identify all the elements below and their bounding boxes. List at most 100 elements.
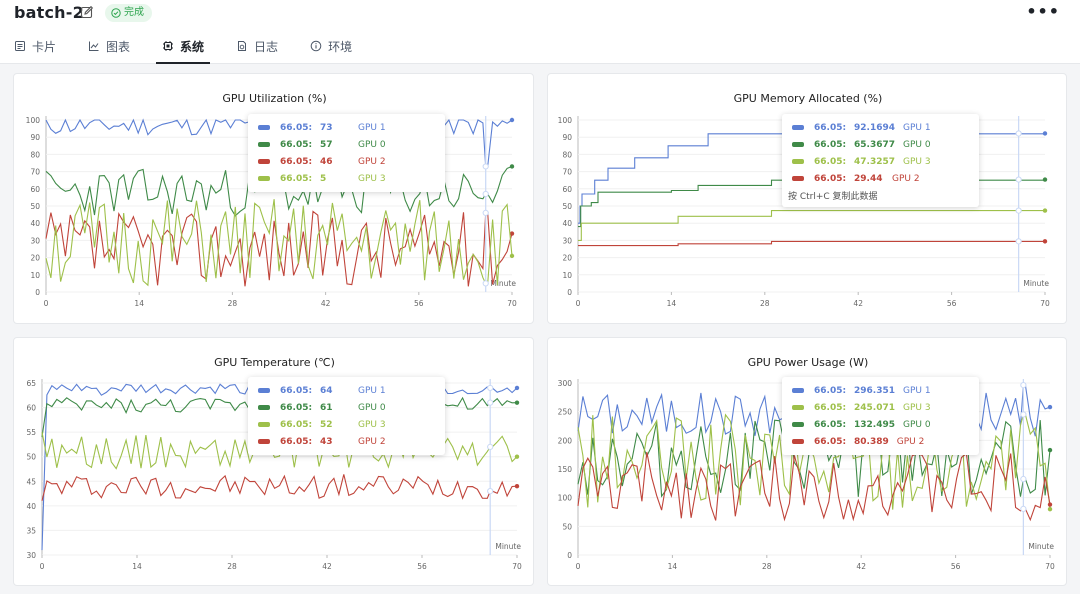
gpu-memory-tooltip: 66.05: 92.1694 GPU 1 66.05: 65.3677 GPU 0 66.0…: [782, 114, 979, 207]
y-tick-label: 100: [558, 116, 573, 125]
legend-swatch: [792, 142, 804, 147]
y-tick-label: 50: [30, 202, 40, 211]
x-tick-label: 0: [576, 299, 581, 308]
hover-marker: [482, 209, 489, 216]
y-tick-label: 0: [567, 288, 572, 297]
tab-charts[interactable]: 图表: [88, 38, 130, 64]
edit-icon[interactable]: [80, 5, 94, 19]
tooltip-row: 66.05: 245.071 GPU 3: [782, 399, 979, 416]
y-tick-label: 60: [26, 404, 36, 413]
tab-environment[interactable]: 环境: [310, 38, 352, 64]
tooltip-time: 66.05:: [280, 139, 313, 150]
hover-marker: [487, 443, 494, 450]
more-menu-button[interactable]: •••: [1026, 2, 1060, 21]
series-end-point: [1042, 177, 1048, 182]
tooltip-row: 66.05: 73 GPU 1: [248, 119, 445, 136]
series-line-gpu-3: [45, 199, 513, 287]
gpu-temperature-chart[interactable]: GPU Temperature (℃) 30 35 40 45 50 55 60 65 0 14 28…: [14, 338, 535, 587]
tooltip-series-name: GPU 3: [903, 156, 931, 167]
tab-logs-label: 日志: [254, 40, 279, 54]
tooltip-time: 66.05:: [280, 402, 313, 413]
legend-swatch: [258, 176, 270, 181]
y-tick-label: 60: [562, 185, 572, 194]
tooltip-time: 66.05:: [814, 436, 847, 447]
tooltip-row: 66.05: 29.44 GPU 2: [782, 170, 979, 187]
y-tick-label: 30: [30, 236, 40, 245]
y-tick-label: 150: [558, 465, 573, 474]
tooltip-value: 52: [320, 419, 333, 430]
x-tick-label: 42: [322, 562, 332, 571]
hover-marker: [1020, 381, 1027, 389]
series-line-gpu-3: [577, 413, 1051, 510]
series-end-point: [1047, 502, 1053, 507]
series-end-point: [1042, 239, 1048, 244]
x-tick-label: 42: [321, 299, 331, 308]
legend-swatch: [258, 388, 270, 393]
x-tick-label: 0: [44, 299, 49, 308]
gpu-power-chart[interactable]: GPU Power Usage (W) 0 50 100 150 200 250 300 0 14…: [548, 338, 1068, 587]
tooltip-value: 46: [320, 156, 333, 167]
y-tick-label: 300: [558, 379, 573, 388]
hover-marker: [1015, 130, 1022, 137]
tooltip-series-name: GPU 2: [358, 156, 386, 167]
y-tick-label: 70: [562, 168, 572, 177]
hover-marker: [487, 488, 494, 495]
tooltip-series-name: GPU 2: [896, 436, 925, 447]
x-tick-label: 14: [134, 299, 144, 308]
hover-marker: [482, 280, 489, 287]
status-text: 完成: [124, 7, 144, 18]
tooltip-series-name: GPU 0: [903, 419, 931, 430]
hover-marker: [1020, 505, 1027, 513]
y-tick-label: 55: [26, 428, 36, 437]
y-tick-label: 90: [30, 133, 40, 142]
y-tick-label: 40: [562, 219, 572, 228]
tooltip-series-name: GPU 0: [358, 139, 386, 150]
tooltip-value: 47.3257: [854, 156, 895, 167]
tooltip-time: 66.05:: [814, 173, 847, 184]
tooltip-value: 80.389: [854, 436, 889, 447]
tooltip-value: 64: [320, 385, 333, 396]
legend-swatch: [258, 439, 270, 444]
tooltip-value: 65.3677: [854, 139, 895, 150]
card-icon: [15, 41, 25, 51]
legend-swatch: [792, 125, 804, 130]
tab-cards[interactable]: 卡片: [14, 38, 56, 64]
tab-system[interactable]: 系统: [156, 38, 211, 64]
hover-marker: [1020, 411, 1027, 418]
page-title: batch-2: [14, 3, 84, 22]
x-tick-label: 14: [668, 562, 678, 571]
gpu-utilization-chart[interactable]: GPU Utilization (%)010203040506070809010…: [14, 74, 535, 325]
series-end-point: [514, 385, 520, 391]
x-tick-label: 42: [856, 562, 866, 571]
series-line-gpu-1: [578, 133, 1046, 224]
line-chart-icon: [89, 41, 99, 51]
tab-logs[interactable]: 日志: [236, 38, 278, 64]
x-tick-label: 0: [40, 562, 45, 571]
tooltip-time: 66.05:: [814, 139, 847, 150]
x-tick-label: 56: [417, 562, 427, 571]
x-tick-label: 56: [951, 562, 961, 571]
x-axis-label: Minute: [1028, 542, 1054, 551]
tooltip-series-name: GPU 3: [358, 419, 386, 430]
y-tick-label: 20: [562, 254, 572, 263]
tooltip-value: 245.071: [854, 402, 895, 413]
x-tick-label: 70: [1040, 299, 1050, 308]
series-end-point: [1047, 447, 1053, 453]
hover-marker: [482, 190, 489, 198]
y-tick-label: 100: [26, 116, 41, 125]
tooltip-row: 66.05: 132.495 GPU 0: [782, 416, 979, 433]
y-tick-label: 80: [562, 150, 572, 159]
tooltip-time: 66.05:: [814, 156, 847, 167]
chart-title: GPU Temperature (℃): [214, 356, 335, 369]
tooltip-time: 66.05:: [814, 385, 847, 396]
tooltip-row: 66.05: 92.1694 GPU 1: [782, 119, 979, 136]
tooltip-row: 66.05: 46 GPU 2: [248, 153, 445, 170]
y-tick-label: 0: [35, 288, 40, 297]
x-tick-label: 70: [1045, 562, 1055, 571]
chart-title: GPU Power Usage (W): [748, 356, 869, 369]
legend-swatch: [258, 405, 270, 410]
log-icon: [238, 41, 247, 51]
legend-swatch: [792, 439, 804, 444]
x-tick-label: 56: [947, 299, 957, 308]
